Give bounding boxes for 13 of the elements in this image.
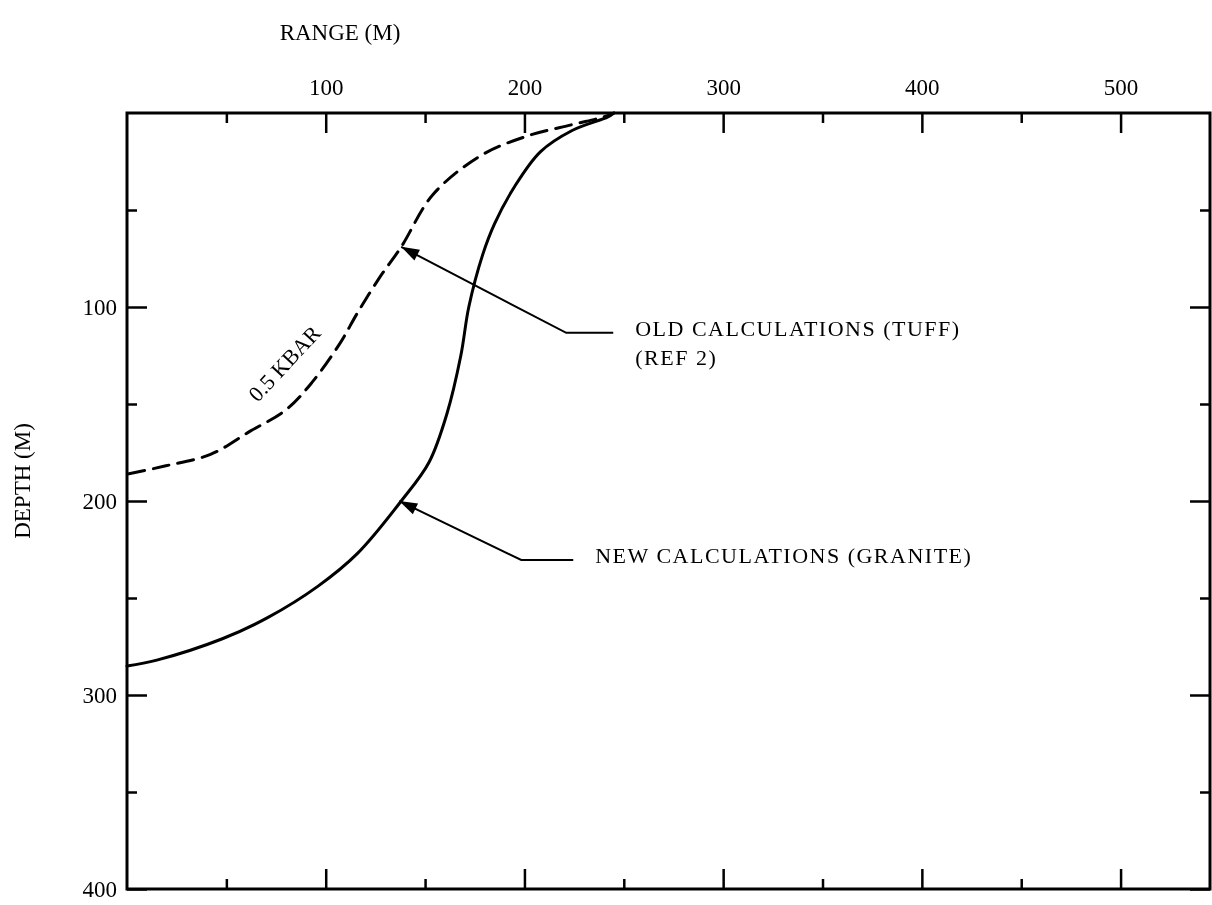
- y-tick-label: 400: [82, 876, 117, 902]
- x-tick-label: 200: [507, 75, 543, 100]
- x-tick-label: 500: [1103, 75, 1139, 100]
- y-tick-label: 100: [82, 294, 117, 320]
- x-tick-label: 100: [308, 75, 344, 100]
- y-tick-label: 300: [82, 682, 117, 708]
- y-tick-label: 200: [82, 488, 117, 514]
- annotation: NEW CALCULATIONS (GRANITE): [595, 543, 973, 568]
- x-tick-label: 400: [905, 75, 940, 100]
- y-axis-title: DEPTH (M): [10, 423, 35, 539]
- x-tick-label: 300: [706, 75, 741, 100]
- x-axis-title: RANGE (M): [279, 20, 401, 45]
- annotation: OLD CALCULATIONS (TUFF) (REF 2): [635, 315, 961, 370]
